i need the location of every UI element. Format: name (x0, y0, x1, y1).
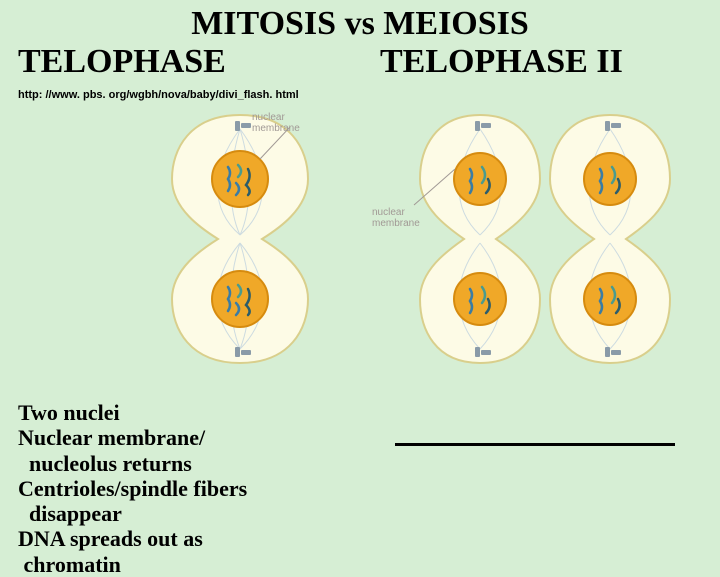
bullet-1: Two nuclei (18, 400, 247, 425)
source-url: http: //www. pbs. org/wgbh/nova/baby/div… (0, 81, 720, 109)
bullet-3: nucleolus returns (18, 451, 247, 476)
bullet-4: Centrioles/spindle fibers (18, 476, 247, 501)
bullet-6: DNA spreads out as (18, 526, 247, 551)
bullet-5: disappear (18, 501, 247, 526)
mitosis-label-membrane: membrane (252, 123, 300, 134)
meiosis-diagram: nuclear membrane (370, 109, 690, 374)
meiosis-cell-right (550, 115, 670, 363)
mitosis-diagram: nuclear membrane (140, 109, 340, 374)
bottom-bullets: Two nuclei Nuclear membrane/ nucleolus r… (18, 400, 247, 577)
mitosis-nucleus-top (212, 151, 268, 207)
mitosis-label-nuclear: nuclear (252, 112, 285, 123)
bullet-2: Nuclear membrane/ (18, 425, 247, 450)
bullet-7: chromatin (18, 552, 247, 577)
blank-line (395, 443, 675, 446)
mitosis-svg: nuclear membrane (140, 109, 340, 369)
meiosis-cell-left (420, 115, 540, 363)
diagrams-container: nuclear membrane (0, 109, 720, 374)
subtitle-row: TELOPHASE TELOPHASE II (0, 43, 720, 81)
subtitle-right: TELOPHASE II (340, 43, 623, 81)
meiosis-svg: nuclear membrane (370, 109, 690, 369)
meiosis-label-membrane: membrane (372, 218, 420, 229)
meiosis-label-nuclear: nuclear (372, 207, 405, 218)
main-title: MITOSIS vs MEIOSIS (0, 0, 720, 43)
mitosis-nucleus-bottom (212, 271, 268, 327)
subtitle-left: TELOPHASE (0, 43, 340, 81)
